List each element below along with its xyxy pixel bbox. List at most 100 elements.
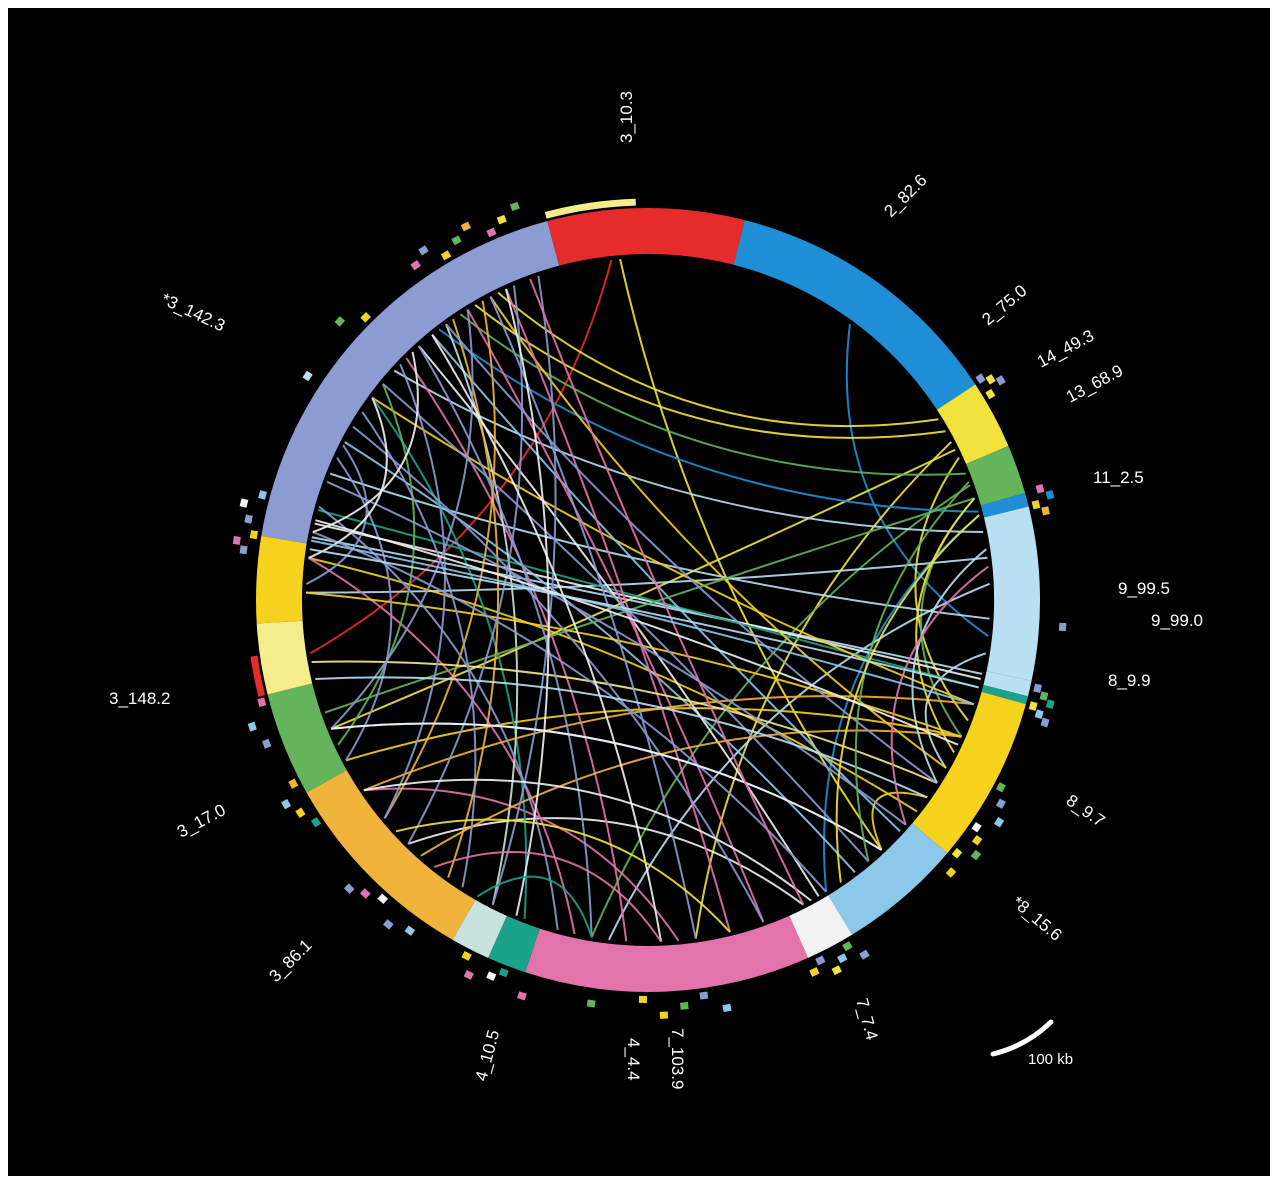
outer-tick-mark — [1033, 683, 1042, 693]
outer-tick-mark — [486, 971, 497, 981]
segment-label-13_68.9: 13_68.9 — [1063, 361, 1126, 407]
ring-segment — [256, 620, 313, 695]
segment-label-2_75.0: 2_75.0 — [978, 281, 1030, 329]
link-ribbon — [845, 323, 989, 637]
segment-label-7_7.4: 7_7.4 — [852, 996, 881, 1042]
link-ribbon — [312, 351, 419, 534]
outer-tick-mark — [993, 816, 1005, 828]
outer-tick-mark — [995, 782, 1006, 793]
outer-tick-mark — [258, 490, 267, 500]
link-ribbon — [529, 278, 805, 906]
ring-segment — [984, 506, 1040, 681]
segment-label-8_15.6: *8_15.6 — [1008, 893, 1065, 945]
link-ribbon — [489, 295, 947, 769]
link-ribbon — [306, 556, 988, 594]
outer-tick-mark — [699, 991, 709, 1000]
ring-segment — [488, 915, 540, 973]
outer-tick-mark — [239, 498, 249, 508]
outer-tick-mark — [809, 967, 820, 977]
link-ribbon — [330, 448, 956, 730]
outer-tick-mark — [859, 949, 870, 960]
link-ribbon — [924, 652, 987, 769]
outer-tick-mark — [985, 374, 996, 385]
highlight-arc — [544, 198, 636, 219]
link-ribbon — [890, 565, 989, 826]
outer-tick-mark — [281, 798, 292, 810]
outer-tick-mark — [722, 1003, 732, 1013]
outer-tick-mark — [1028, 701, 1038, 711]
outer-tick-mark — [815, 955, 826, 966]
link-ribbon — [694, 441, 952, 939]
link-ribbon — [315, 519, 959, 746]
circos-plot: 3_10.3 2_82.6 2_75.0 14_49.3 13_68.9 11_… — [109, 91, 1203, 1089]
outer-tick-mark — [586, 999, 596, 1008]
link-ribbon — [371, 396, 975, 706]
link-ribbon — [431, 334, 663, 942]
link-ribbon — [305, 444, 368, 585]
outer-tick-mark — [463, 970, 474, 980]
segment-label-2_82.6: 2_82.6 — [880, 171, 930, 221]
link-ribbon — [418, 345, 593, 938]
segment-label-3_86.1: 3_86.1 — [265, 936, 315, 986]
outer-tick-mark — [995, 798, 1006, 809]
ring-segment — [452, 899, 507, 958]
link-ribbon — [363, 787, 680, 942]
link-ribbon — [363, 778, 812, 902]
link-ribbon — [352, 425, 765, 923]
link-ribbon — [361, 411, 477, 888]
link-ribbon — [371, 397, 528, 919]
outer-tick-mark — [249, 530, 258, 540]
segment-label-14_49.3: 14_49.3 — [1034, 326, 1097, 372]
outer-tick-mark — [842, 941, 853, 952]
outer-tick-mark — [971, 821, 982, 833]
outer-tick-mark — [1041, 506, 1050, 516]
link-ribbon — [407, 285, 524, 845]
link-ribbon — [326, 480, 907, 826]
link-ribbon — [308, 557, 576, 935]
outer-tick-mark — [377, 893, 389, 905]
link-ribbon — [854, 481, 970, 862]
outer-tick-mark — [517, 991, 527, 1001]
ring-segment — [733, 220, 976, 410]
link-ribbon — [407, 817, 804, 906]
link-ribbon — [871, 791, 928, 851]
outer-tick-mark — [837, 953, 848, 964]
outer-tick-mark — [945, 867, 957, 878]
ring-segment — [936, 384, 1009, 465]
outer-tick-mark — [486, 227, 497, 238]
ring-segment — [966, 445, 1026, 506]
link-ribbon — [309, 548, 979, 689]
tick-layer — [232, 201, 1067, 1019]
circos-figure: 3_10.3 2_82.6 2_75.0 14_49.3 13_68.9 11_… — [8, 8, 1270, 1176]
segment-label-3_17.0: 3_17.0 — [174, 800, 229, 841]
link-ribbon — [590, 484, 971, 938]
link-layer — [305, 258, 990, 943]
link-ribbon — [418, 345, 820, 897]
segment-label-3_148.2: 3_148.2 — [109, 689, 170, 708]
outer-tick-mark — [1045, 699, 1055, 709]
segment-label-3_10.3: 3_10.3 — [617, 91, 636, 143]
outer-tick-mark — [985, 388, 996, 400]
outer-tick-mark — [334, 316, 346, 327]
outer-tick-mark — [288, 778, 299, 789]
outer-tick-mark — [971, 834, 983, 846]
outer-tick-mark — [1035, 483, 1045, 494]
segment-label-4_4.4: 4_4.4 — [624, 1038, 643, 1081]
outer-tick-mark — [1034, 709, 1044, 719]
link-ribbon — [337, 383, 416, 746]
ring-segment — [789, 895, 853, 958]
ring-segment — [980, 492, 1029, 518]
link-ribbon — [383, 363, 446, 819]
link-ribbon — [395, 818, 731, 933]
outer-tick-mark — [995, 375, 1006, 386]
link-ribbon — [314, 522, 981, 680]
scale-bar-label: 100 kb — [1028, 1051, 1073, 1068]
ring-segment — [828, 823, 948, 935]
outer-tick-mark — [302, 370, 313, 382]
outer-tick-mark — [1039, 691, 1049, 701]
link-ribbon — [505, 288, 550, 916]
link-ribbon — [505, 288, 731, 933]
segment-label-8_9.9: 8_9.9 — [1108, 671, 1151, 690]
outer-tick-mark — [410, 260, 422, 271]
segment-label-11_2.5: 11_2.5 — [1093, 468, 1144, 487]
